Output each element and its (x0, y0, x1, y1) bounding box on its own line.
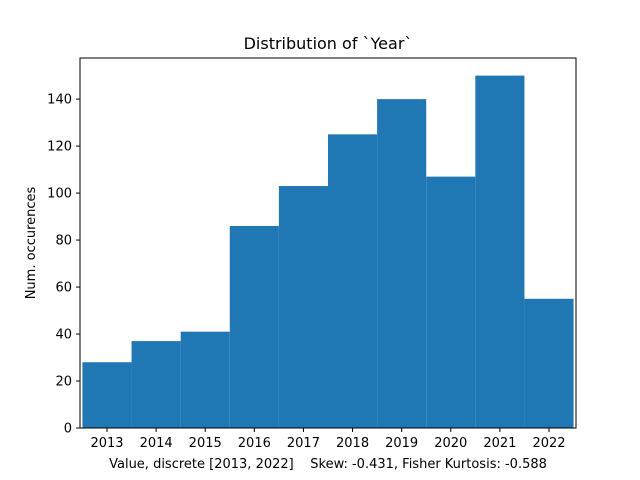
x-tick-label: 2016 (238, 436, 271, 451)
y-tick-label: 40 (55, 328, 72, 343)
y-tick-label: 80 (55, 234, 72, 249)
bar-2022 (524, 298, 574, 428)
y-tick-label: 100 (47, 187, 72, 202)
x-tick-label: 2017 (287, 436, 320, 451)
y-tick-label: 0 (64, 422, 72, 437)
bar-2014 (131, 341, 181, 428)
bar-2015 (180, 331, 230, 428)
y-tick-label: 60 (55, 281, 72, 296)
x-tick-label: 2019 (385, 436, 418, 451)
chart-title: Distribution of `Year` (244, 34, 413, 53)
bar-2016 (229, 225, 279, 428)
y-tick-label: 20 (55, 375, 72, 390)
x-tick-label: 2018 (336, 436, 369, 451)
x-tick-label: 2022 (532, 436, 565, 451)
x-tick-label: 2021 (483, 436, 516, 451)
x-axis-ticks: 2013 2014 2015 2016 2017 2018 2019 2020 2021 2022 (90, 428, 566, 451)
bar-2019 (377, 99, 427, 428)
bar-2020 (426, 176, 476, 428)
y-tick-label: 120 (47, 140, 72, 155)
y-axis-ticks: 0 20 40 60 80 100 120 140 (47, 93, 80, 437)
plot-frame (79, 57, 577, 429)
x-tick-label: 2020 (434, 436, 467, 451)
bar-2017 (278, 186, 328, 428)
x-tick-label: 2014 (140, 436, 173, 451)
bar-2018 (328, 134, 378, 428)
y-tick-label: 140 (47, 93, 72, 108)
x-axis-label: Value, discrete [2013, 2022] Skew: -0.43… (109, 457, 547, 472)
x-tick-label: 2015 (189, 436, 222, 451)
bar-2021 (475, 75, 525, 428)
bar-2013 (82, 362, 132, 428)
y-axis-label: Num. occurences (24, 186, 39, 299)
bars-group (82, 75, 574, 428)
x-tick-label: 2013 (90, 436, 123, 451)
